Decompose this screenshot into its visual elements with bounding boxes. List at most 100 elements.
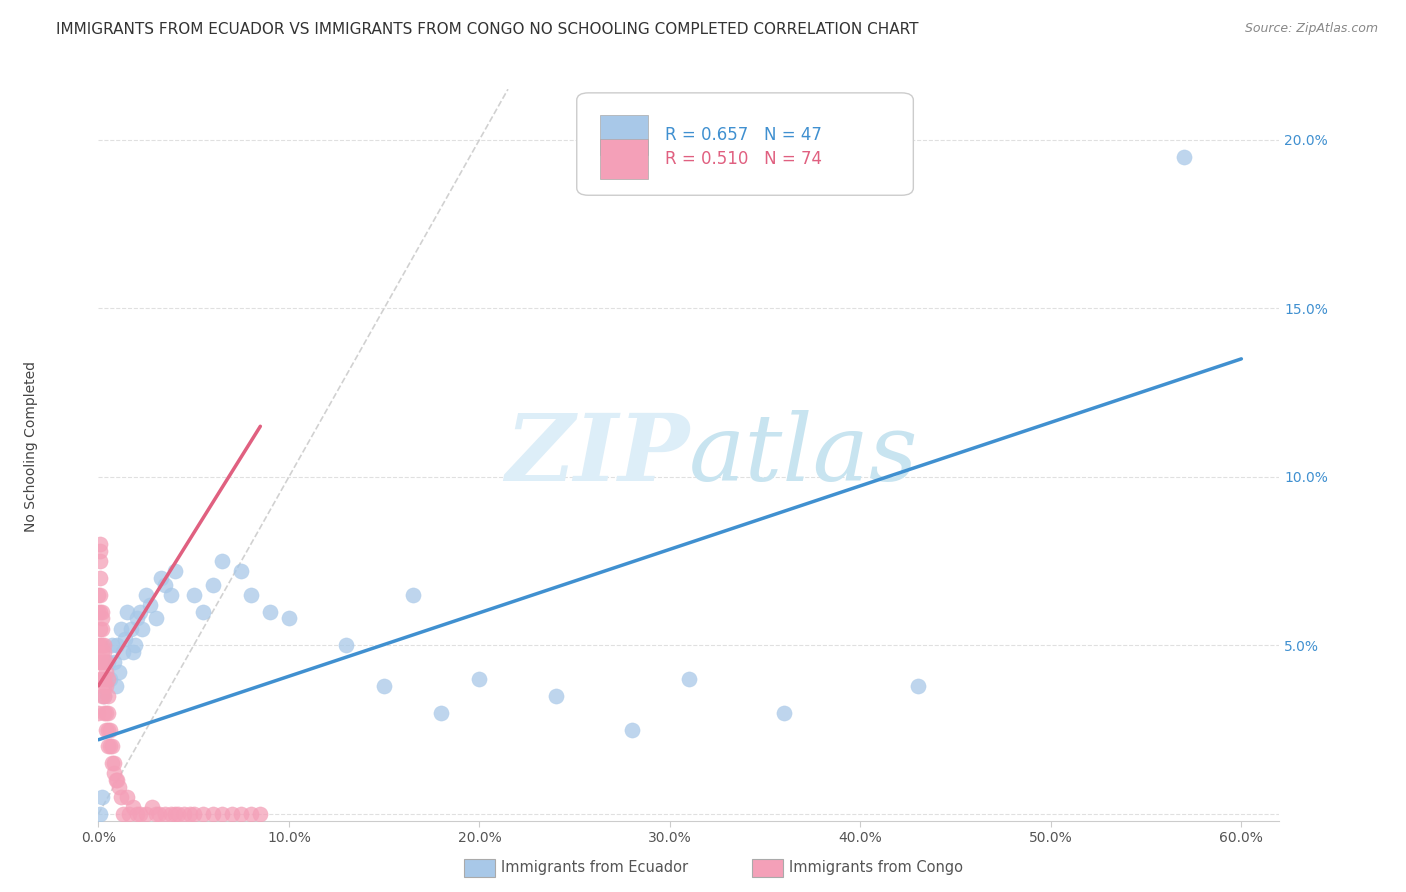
Point (91, 639, 114, 653)
Point (112, 806, 135, 821)
Point (1173, 150, 1195, 164)
Point (373, 679, 395, 693)
Point (135, 588, 157, 602)
Point (94, 679, 117, 693)
Point (402, 588, 425, 602)
Point (430, 706, 453, 720)
Point (103, 766, 125, 780)
Point (121, 800, 143, 814)
Point (103, 756, 125, 771)
Text: Immigrants from Ecuador: Immigrants from Ecuador (501, 861, 688, 875)
Point (87, 639, 110, 653)
Point (100, 639, 122, 653)
Text: atlas: atlas (689, 410, 918, 500)
Point (110, 622, 132, 636)
Point (98, 672, 121, 686)
Point (201, 806, 224, 821)
Text: R = 0.510   N = 74: R = 0.510 N = 74 (665, 150, 823, 168)
Point (89, 544, 111, 558)
Text: IMMIGRANTS FROM ECUADOR VS IMMIGRANTS FROM CONGO NO SCHOOLING COMPLETED CORRELAT: IMMIGRANTS FROM ECUADOR VS IMMIGRANTS FR… (56, 22, 918, 37)
Point (124, 639, 146, 653)
Point (148, 806, 170, 821)
Point (135, 806, 157, 821)
Point (100, 756, 122, 771)
Point (145, 806, 167, 821)
Point (183, 806, 205, 821)
Point (259, 605, 281, 619)
Point (167, 806, 190, 821)
Text: Immigrants from Congo: Immigrants from Congo (789, 861, 963, 875)
Point (193, 806, 215, 821)
Point (93, 679, 115, 693)
Point (201, 577, 224, 591)
Point (97, 739, 120, 754)
Point (89, 672, 111, 686)
Text: R = 0.657   N = 47: R = 0.657 N = 47 (665, 126, 823, 144)
Point (468, 672, 491, 686)
Point (115, 790, 138, 805)
Point (98, 723, 121, 737)
Point (145, 611, 167, 625)
Point (93, 655, 115, 669)
Point (231, 564, 253, 578)
Point (89, 605, 111, 619)
Point (129, 806, 152, 821)
Point (114, 632, 136, 646)
Point (91, 645, 114, 659)
Point (91, 611, 114, 625)
Point (89, 571, 111, 585)
Point (131, 622, 153, 636)
Point (89, 537, 111, 551)
Point (129, 605, 152, 619)
Point (112, 645, 135, 659)
Point (150, 571, 173, 585)
Point (91, 672, 114, 686)
Point (179, 806, 201, 821)
Point (221, 806, 243, 821)
Point (94, 655, 117, 669)
Point (93, 645, 115, 659)
Point (139, 598, 162, 612)
Point (678, 672, 700, 686)
Point (159, 806, 181, 821)
Text: Source: ZipAtlas.com: Source: ZipAtlas.com (1244, 22, 1378, 36)
Point (100, 739, 122, 754)
Point (89, 655, 111, 669)
Point (163, 806, 186, 821)
Point (93, 689, 115, 703)
Point (211, 806, 233, 821)
Point (277, 611, 299, 625)
Point (94, 723, 117, 737)
Point (91, 655, 114, 669)
Point (94, 665, 117, 680)
Point (87, 655, 110, 669)
Point (115, 605, 138, 619)
Point (335, 639, 357, 653)
Point (125, 806, 148, 821)
Point (89, 806, 111, 821)
Point (163, 564, 186, 578)
Point (249, 806, 271, 821)
Point (87, 706, 110, 720)
Bar (600, 115, 648, 155)
Point (94, 706, 117, 720)
Point (103, 655, 125, 669)
Point (97, 672, 120, 686)
Point (193, 605, 215, 619)
Text: ZIP: ZIP (505, 410, 689, 500)
Point (97, 723, 120, 737)
Point (91, 689, 114, 703)
Point (89, 554, 111, 568)
Point (104, 773, 127, 788)
Point (183, 588, 205, 602)
Point (110, 790, 132, 805)
Point (93, 639, 115, 653)
Point (87, 605, 110, 619)
Point (620, 723, 643, 737)
Point (87, 588, 110, 602)
Point (173, 806, 195, 821)
Point (773, 706, 796, 720)
FancyBboxPatch shape (576, 93, 914, 195)
Point (91, 622, 114, 636)
Point (98, 739, 121, 754)
